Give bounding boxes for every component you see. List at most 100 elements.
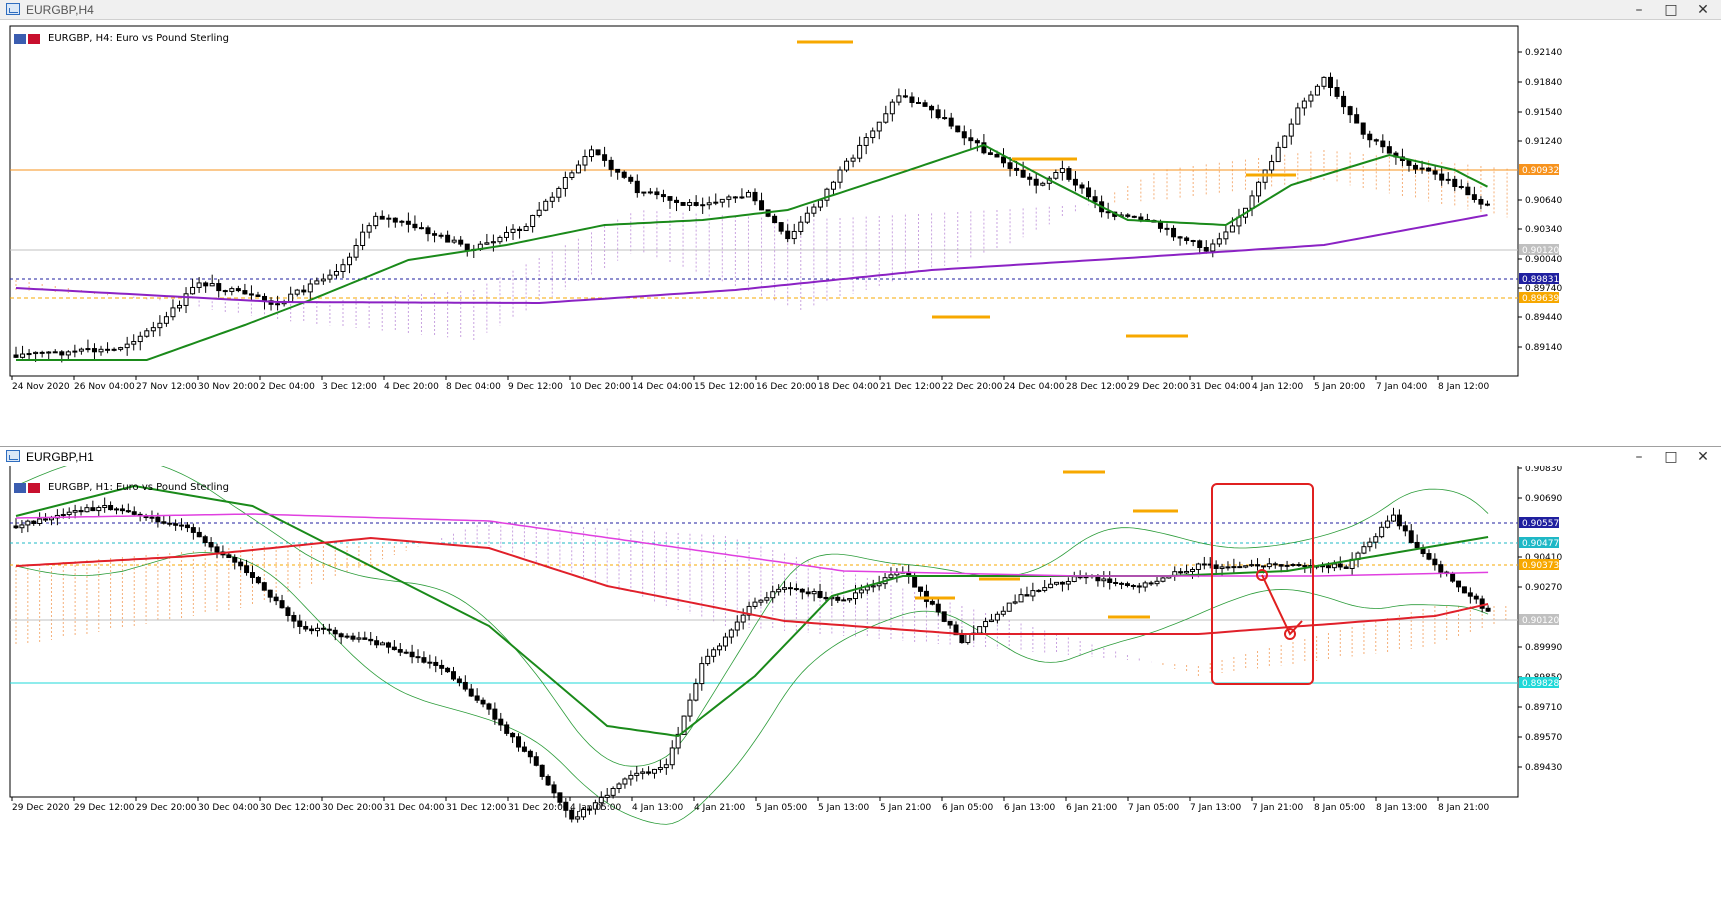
price-axis-label: 0.90640 — [1525, 196, 1562, 206]
minimize-icon[interactable]: – — [1635, 449, 1643, 465]
bull-candle — [726, 196, 732, 200]
bear-candle — [486, 703, 492, 710]
bull-candle — [1266, 563, 1272, 568]
time-axis-label: 7 Jan 13:00 — [1190, 803, 1242, 813]
bull-candle — [870, 130, 876, 139]
bull-candle — [124, 343, 130, 349]
bull-candle — [888, 574, 894, 579]
bull-candle — [33, 351, 39, 355]
bear-candle — [545, 775, 551, 786]
price-tag-box — [1519, 273, 1559, 284]
bull-candle — [179, 524, 185, 527]
bear-candle — [1119, 582, 1125, 585]
bear-candle — [184, 524, 190, 529]
price-axis-label: 0.91240 — [1525, 137, 1562, 147]
bear-candle — [412, 223, 418, 229]
bear-candle — [425, 227, 431, 235]
bull-candle — [1361, 546, 1367, 554]
bull-candle — [1042, 587, 1048, 591]
bull-candle — [176, 304, 182, 309]
time-axis-label: 16 Dec 20:00 — [756, 382, 817, 392]
bear-candle — [232, 557, 238, 563]
price-tag-box — [1519, 292, 1559, 303]
h1-header-label: EURGBP, H1: Euro vs Pound Sterling — [48, 482, 229, 493]
bear-candle — [817, 590, 823, 598]
bear-candle — [1465, 186, 1471, 196]
bear-candle — [915, 101, 921, 104]
bear-candle — [787, 587, 793, 590]
price-axis-label: 0.89140 — [1525, 343, 1562, 353]
bear-candle — [1001, 156, 1007, 164]
bear-candle — [125, 510, 131, 513]
bull-candle — [503, 231, 509, 238]
bull-candle — [1390, 514, 1396, 522]
bear-candle — [1125, 214, 1131, 217]
bull-candle — [569, 172, 575, 178]
bull-candle — [719, 198, 725, 203]
bull-candle — [1012, 601, 1018, 604]
bear-candle — [918, 586, 924, 592]
bear-candle — [439, 664, 445, 669]
bear-candle — [391, 646, 397, 651]
price-axis-label: 0.90040 — [1525, 255, 1562, 265]
bear-candle — [456, 678, 462, 683]
bull-candle — [1249, 195, 1255, 209]
bear-candle — [309, 628, 315, 632]
h1-chart-canvas[interactable]: 0.909700.908300.906900.904100.902700.899… — [0, 466, 1721, 903]
time-axis-label: 10 Dec 20:00 — [570, 382, 631, 392]
bull-candle — [1036, 589, 1042, 592]
bear-candle — [1105, 211, 1111, 214]
bull-candle — [1229, 225, 1235, 233]
bull-candle — [510, 228, 516, 233]
bull-candle — [1295, 107, 1301, 125]
bull-candle — [60, 514, 66, 517]
bear-candle — [1124, 583, 1130, 587]
bear-candle — [1426, 167, 1432, 172]
bear-candle — [1337, 563, 1343, 568]
bull-candle — [758, 599, 764, 603]
bear-candle — [248, 293, 254, 296]
bear-candle — [1113, 581, 1119, 584]
restore-icon[interactable]: □ — [1664, 2, 1678, 18]
bull-candle — [752, 601, 758, 607]
restore-icon[interactable]: □ — [1664, 449, 1678, 465]
bull-candle — [640, 771, 646, 774]
minimize-icon[interactable]: – — [1635, 2, 1643, 18]
bear-candle — [1471, 194, 1477, 200]
bear-candle — [214, 546, 220, 553]
bull-candle — [1101, 578, 1107, 582]
bear-candle — [1402, 525, 1408, 532]
bear-candle — [1024, 594, 1030, 597]
h1-titlebar[interactable]: EURGBP,H1 – □ ✕ — [0, 446, 1721, 466]
price-tag-box — [1519, 677, 1559, 688]
price-tag-box — [1519, 559, 1559, 570]
close-icon[interactable]: ✕ — [1697, 2, 1709, 18]
bull-candle — [1018, 594, 1024, 603]
bull-candle — [687, 699, 693, 717]
bull-candle — [883, 113, 889, 123]
bear-candle — [504, 724, 510, 734]
bull-candle — [157, 322, 163, 329]
bull-candle — [1195, 563, 1201, 570]
bear-candle — [1007, 162, 1013, 169]
bull-candle — [1282, 135, 1288, 148]
time-axis-label: 30 Dec 20:00 — [322, 803, 383, 813]
time-axis-label: 6 Jan 13:00 — [1004, 803, 1056, 813]
bear-candle — [1432, 558, 1438, 566]
bull-candle — [1321, 76, 1327, 87]
bull-candle — [896, 95, 902, 103]
bull-candle — [149, 516, 155, 519]
bear-candle — [1456, 580, 1462, 588]
h4-titlebar[interactable]: EURGBP,H4 – □ ✕ — [0, 0, 1721, 20]
bull-candle — [1154, 580, 1160, 585]
bear-candle — [1130, 585, 1136, 588]
bull-candle — [804, 212, 810, 223]
h4-chart-canvas[interactable]: 0.92140 0.91840 0.91540 0.91240 0.90640 0.903… — [0, 20, 1721, 402]
bear-candle — [654, 191, 660, 196]
bull-candle — [562, 176, 568, 189]
close-icon[interactable]: ✕ — [1697, 449, 1709, 465]
bull-candle — [844, 160, 850, 171]
bull-candle — [622, 778, 628, 785]
price-axis-label: 0.90340 — [1525, 225, 1562, 235]
bear-candle — [935, 603, 941, 613]
